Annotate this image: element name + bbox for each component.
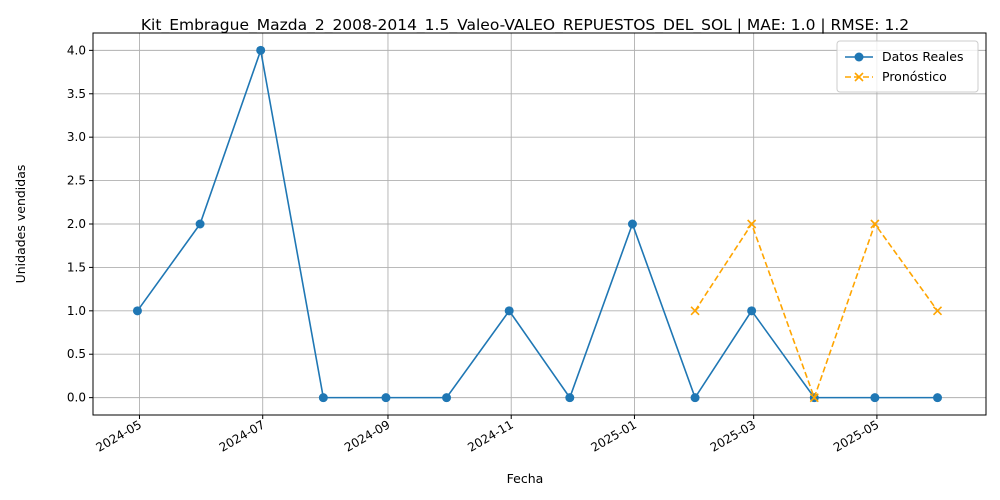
data-point	[809, 393, 819, 403]
marker-stroke	[690, 306, 700, 316]
data-point	[318, 393, 328, 403]
y-tick-label: 2.0	[67, 217, 86, 231]
x-axis: 2024-05 2024-07 2024-09 2024-11 2025-01 2025-…	[94, 415, 881, 455]
data-point	[442, 393, 452, 403]
x-tick-label: 2024-11	[465, 417, 515, 454]
x-tick-label: 2024-07	[217, 417, 267, 454]
y-tick-label: 2.5	[67, 174, 86, 188]
data-point	[690, 306, 700, 316]
legend-frame	[836, 40, 979, 93]
data-point	[381, 393, 391, 403]
data-point	[132, 306, 142, 316]
marker-stroke	[854, 72, 864, 82]
x-tick-label: 2025-01	[589, 417, 639, 454]
series-actual	[132, 45, 943, 403]
x-tick-label: 2024-09	[342, 417, 392, 454]
y-tick-label: 3.5	[67, 87, 86, 101]
y-axis: 0.0 0.5 1.0 1.5 2.0 2.5 3.0 3.5 4.0	[67, 43, 93, 405]
y-tick-label: 1.0	[67, 304, 86, 318]
data-point	[256, 45, 266, 55]
y-tick-label: 4.0	[67, 43, 86, 57]
y-tick-label: 0.5	[67, 347, 86, 361]
legend: Datos Reales Pronóstico	[836, 40, 979, 93]
x-tick-label: 2025-03	[708, 417, 758, 454]
series-line	[136, 47, 938, 400]
marker-stroke	[870, 219, 880, 229]
legend-entry: Pronóstico	[845, 69, 947, 84]
series-layer	[132, 45, 943, 403]
series-forecast	[690, 219, 943, 403]
data-point	[747, 306, 757, 316]
data-point	[627, 219, 637, 229]
grid	[93, 33, 986, 415]
marker-stroke	[932, 306, 943, 316]
data-point	[932, 306, 943, 316]
data-point	[933, 393, 943, 403]
data-point	[565, 393, 575, 403]
marker-stroke	[809, 393, 819, 403]
legend-entry: Datos Reales	[845, 49, 963, 64]
data-point	[854, 52, 864, 62]
data-point	[870, 219, 880, 229]
data-point	[747, 219, 757, 229]
data-point	[504, 306, 514, 316]
legend-label: Pronóstico	[882, 69, 947, 84]
data-point	[690, 393, 700, 403]
y-tick-label: 0.0	[67, 391, 86, 405]
y-tick-label: 1.5	[67, 260, 86, 274]
chart-title: Kit_Embrague_Mazda_2_2008-2014_1.5_Valeo…	[141, 16, 909, 35]
x-axis-label: Fecha	[507, 471, 544, 486]
y-tick-label: 3.0	[67, 130, 86, 144]
marker-stroke	[747, 219, 757, 229]
x-tick-label: 2024-05	[94, 417, 144, 454]
data-point	[854, 72, 864, 82]
legend-label: Datos Reales	[882, 49, 963, 64]
y-axis-label: Unidades vendidas	[13, 165, 28, 284]
x-tick-label: 2025-05	[831, 417, 881, 454]
data-point	[195, 219, 205, 229]
data-point	[870, 393, 880, 403]
